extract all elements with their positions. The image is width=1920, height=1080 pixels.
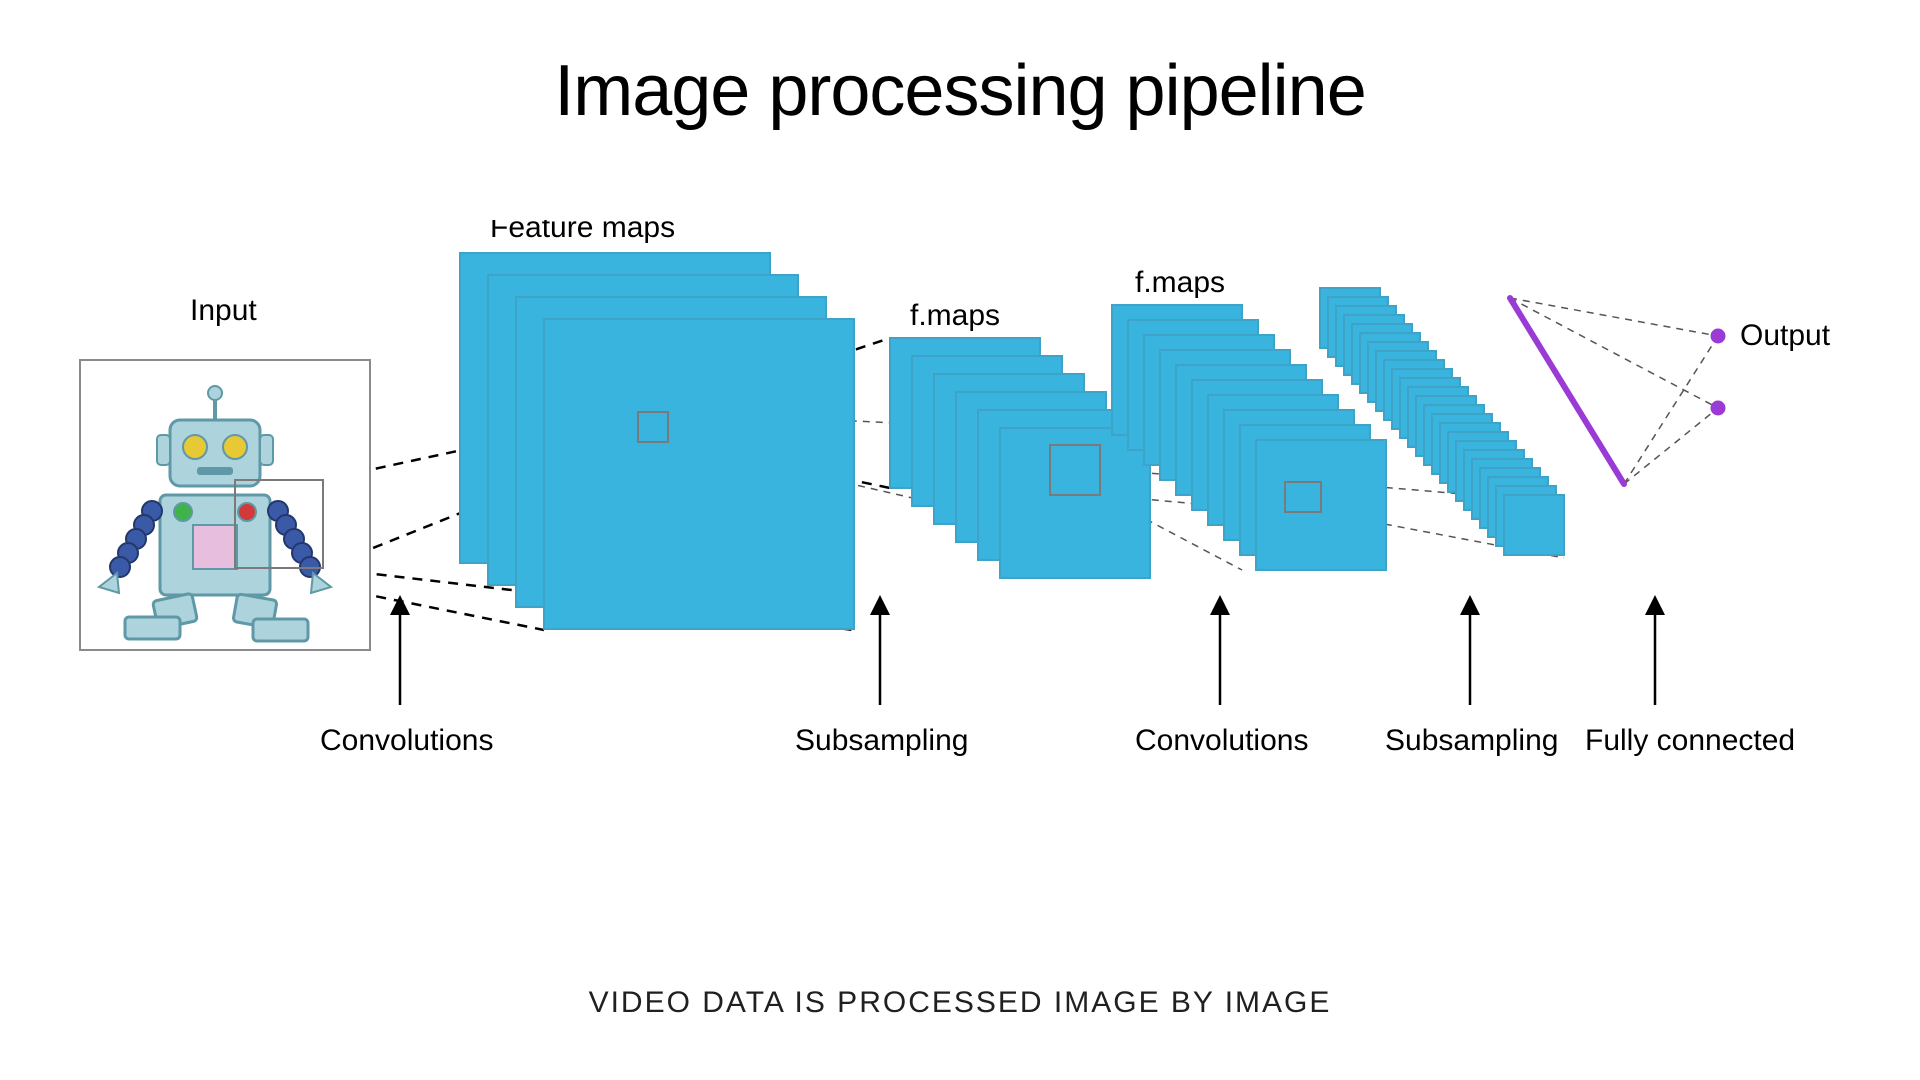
page-title: Image processing pipeline [0, 50, 1920, 132]
op-label-sub2: Subsampling [1385, 724, 1558, 757]
op-label-conv2: Convolutions [1135, 724, 1308, 757]
projection-line [1624, 408, 1718, 484]
op-label-conv1: Convolutions [320, 724, 493, 757]
label-input: Input [190, 294, 257, 327]
caption: VIDEO DATA IS PROCESSED IMAGE BY IMAGE [0, 986, 1920, 1020]
cnn-diagram: Input Feature maps f.maps f.maps Output Convo… [40, 220, 1880, 840]
output-node [1711, 401, 1725, 415]
projection-line [1624, 336, 1718, 484]
op-label-fc: Fully connected [1585, 724, 1795, 757]
label-feature_maps: Feature maps [490, 220, 675, 244]
diagram-svg: Input Feature maps f.maps f.maps Output Convo… [40, 220, 1880, 840]
label-output: Output [1740, 319, 1831, 352]
fc-vector [1510, 298, 1624, 484]
projection-line [1510, 298, 1718, 336]
output-node [1711, 329, 1725, 343]
op-label-sub1: Subsampling [795, 724, 968, 757]
label-fmaps2: f.maps [1135, 266, 1225, 299]
fmaps3-layer [1504, 495, 1564, 555]
feature_maps-layer [544, 319, 854, 629]
label-fmaps1: f.maps [910, 299, 1000, 332]
